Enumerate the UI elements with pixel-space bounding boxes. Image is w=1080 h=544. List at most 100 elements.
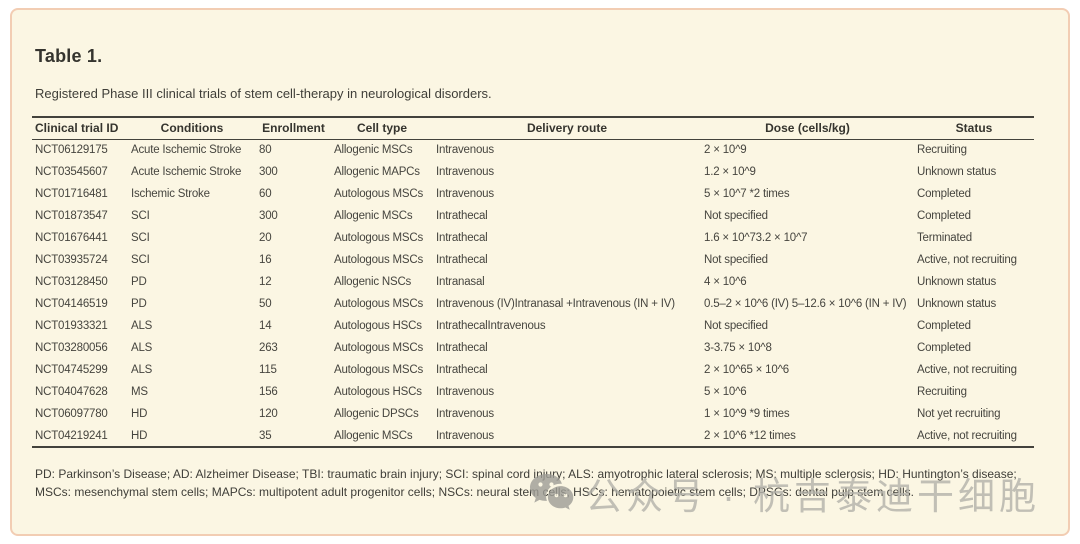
- cell-dose-cells-kg-: 1.2 × 10^9: [704, 166, 756, 178]
- column-header-cell-type: Cell type: [356, 121, 407, 136]
- cell-conditions: MS: [131, 386, 148, 398]
- table-row: NCT06097780 HD 120 Allogenic DPSCs Intraveno…: [32, 403, 1034, 425]
- cell-dose-cells-kg-: 1 × 10^9 *9 times: [704, 408, 790, 420]
- cell-clinical-trial-id: NCT03280056: [35, 342, 108, 354]
- cell-clinical-trial-id: NCT04745299: [35, 364, 108, 376]
- column-header-dose-cells-kg-: Dose (cells/kg): [765, 121, 850, 136]
- cell-clinical-trial-id: NCT04219241: [35, 429, 108, 442]
- cell-delivery-route: Intrathecal: [436, 254, 488, 266]
- table-caption: Registered Phase III clinical trials of …: [35, 86, 492, 101]
- cell-clinical-trial-id: NCT04146519: [35, 298, 108, 310]
- cell-dose-cells-kg-: 5 × 10^6: [704, 386, 747, 398]
- cell-conditions: Acute Ischemic Stroke: [131, 144, 242, 157]
- cell-delivery-route: Intravenous: [436, 386, 494, 398]
- cell-clinical-trial-id: NCT06129175: [35, 144, 108, 157]
- cell-cell-type: Autologous MSCs: [334, 364, 424, 376]
- table-row: NCT03280056 ALS 263 Autologous MSCs Intrathe…: [32, 337, 1034, 359]
- cell-delivery-route: Intravenous: [436, 166, 494, 178]
- table-row: NCT01933321 ALS 14 Autologous HSCs Intrathec…: [32, 315, 1034, 337]
- table-header-row: Clinical trial ID Conditions Enrollment Cel…: [32, 117, 1034, 139]
- cell-enrollment: 300: [259, 166, 278, 178]
- cell-status: Unknown status: [917, 166, 997, 178]
- cell-conditions: PD: [131, 276, 147, 288]
- cell-status: Recruiting: [917, 144, 967, 157]
- cell-status: Active, not recruiting: [917, 254, 1017, 266]
- table-body: NCT06129175 Acute Ischemic Stroke 80 Alloge…: [32, 139, 1034, 447]
- cell-enrollment: 263: [259, 342, 278, 354]
- cell-clinical-trial-id: NCT03935724: [35, 254, 108, 266]
- column-header-clinical-trial-id: Clinical trial ID: [35, 121, 119, 136]
- cell-cell-type: Allogenic MSCs: [334, 210, 413, 222]
- cell-dose-cells-kg-: 4 × 10^6: [704, 276, 747, 288]
- cell-status: Completed: [917, 210, 971, 222]
- cell-conditions: SCI: [131, 254, 150, 266]
- cell-dose-cells-kg-: Not specified: [704, 254, 768, 266]
- cell-dose-cells-kg-: 3-3.75 × 10^8: [704, 342, 772, 354]
- table-row: NCT04219241 HD 35 Allogenic MSCs Intravenous…: [32, 425, 1034, 447]
- cell-clinical-trial-id: NCT01676441: [35, 232, 108, 244]
- cell-status: Completed: [917, 342, 971, 354]
- cell-conditions: Ischemic Stroke: [131, 188, 210, 200]
- cell-clinical-trial-id: NCT01716481: [35, 188, 108, 200]
- cell-enrollment: 12: [259, 276, 272, 288]
- cell-dose-cells-kg-: 1.6 × 10^73.2 × 10^7: [704, 232, 808, 244]
- cell-status: Active, not recruiting: [917, 429, 1017, 442]
- cell-dose-cells-kg-: 2 × 10^9: [704, 144, 747, 157]
- cell-dose-cells-kg-: 0.5–2 × 10^6 (IV) 5–12.6 × 10^6 (IN + IV…: [704, 298, 907, 310]
- column-header-conditions: Conditions: [160, 121, 224, 136]
- cell-delivery-route: Intravenous: [436, 188, 494, 200]
- cell-clinical-trial-id: NCT01873547: [35, 210, 108, 222]
- table-row: NCT03545607 Acute Ischemic Stroke 300 Allog…: [32, 161, 1034, 183]
- cell-conditions: PD: [131, 298, 147, 310]
- cell-cell-type: Allogenic DPSCs: [334, 408, 419, 420]
- table-row: NCT01873547 SCI 300 Allogenic MSCs Intrathec…: [32, 205, 1034, 227]
- cell-enrollment: 50: [259, 298, 272, 310]
- cell-delivery-route: Intravenous: [436, 429, 494, 442]
- cell-conditions: ALS: [131, 320, 153, 332]
- table-row: NCT01676441 SCI 20 Autologous MSCs Intrathec…: [32, 227, 1034, 249]
- cell-enrollment: 60: [259, 188, 272, 200]
- cell-cell-type: Autologous MSCs: [334, 254, 424, 266]
- cell-status: Not yet recruiting: [917, 408, 1001, 420]
- cell-clinical-trial-id: NCT01933321: [35, 320, 108, 332]
- cell-dose-cells-kg-: 2 × 10^6 *12 times: [704, 429, 796, 442]
- cell-cell-type: Autologous HSCs: [334, 386, 422, 398]
- cell-cell-type: Autologous MSCs: [334, 342, 424, 354]
- cell-status: Active, not recruiting: [917, 364, 1017, 376]
- cell-delivery-route: Intrathecal: [436, 364, 488, 376]
- cell-delivery-route: Intravenous (IV)Intranasal +Intravenous …: [436, 298, 675, 310]
- cell-delivery-route: IntrathecalIntravenous: [436, 320, 546, 332]
- cell-status: Unknown status: [917, 298, 997, 310]
- cell-enrollment: 115: [259, 364, 277, 376]
- table-row: NCT03935724 SCI 16 Autologous MSCs Intrathec…: [32, 249, 1034, 271]
- cell-delivery-route: Intravenous: [436, 408, 494, 420]
- table-footnote: PD: Parkinson’s Disease; AD: Alzheimer D…: [35, 467, 1017, 499]
- cell-clinical-trial-id: NCT04047628: [35, 386, 108, 398]
- table-row: NCT04146519 PD 50 Autologous MSCs Intravenou…: [32, 293, 1034, 315]
- cell-cell-type: Allogenic MSCs: [334, 144, 413, 157]
- cell-delivery-route: Intrathecal: [436, 210, 488, 222]
- column-header-delivery-route: Delivery route: [526, 121, 608, 136]
- column-header-enrollment: Enrollment: [262, 121, 325, 136]
- cell-enrollment: 20: [259, 232, 272, 244]
- table-row: NCT01716481 Ischemic Stroke 60 Autologous M…: [32, 183, 1034, 205]
- table-row: NCT04047628 MS 156 Autologous HSCs Intraveno…: [32, 381, 1034, 403]
- table-row: NCT03128450 PD 12 Allogenic NSCs Intranasal 4…: [32, 271, 1034, 293]
- cell-dose-cells-kg-: 2 × 10^65 × 10^6: [704, 364, 789, 376]
- cell-enrollment: 14: [259, 320, 272, 332]
- cell-delivery-route: Intrathecal: [436, 232, 488, 244]
- table-row: NCT06129175 Acute Ischemic Stroke 80 Alloge…: [32, 139, 1034, 161]
- cell-clinical-trial-id: NCT03128450: [35, 276, 108, 288]
- cell-cell-type: Autologous MSCs: [334, 188, 424, 200]
- cell-enrollment: 35: [259, 429, 272, 442]
- cell-conditions: ALS: [131, 364, 153, 376]
- cell-dose-cells-kg-: 5 × 10^7 *2 times: [704, 188, 790, 200]
- cell-conditions: Acute Ischemic Stroke: [131, 166, 242, 178]
- paper-table-card: Table 1. Registered Phase III clinical t…: [10, 8, 1070, 536]
- table-row: NCT04745299 ALS 115 Autologous MSCs Intrathe…: [32, 359, 1034, 381]
- clinical-trials-table: Clinical trial ID Conditions Enrollment Cel…: [32, 116, 1034, 448]
- column-header-status: Status: [955, 121, 993, 136]
- cell-enrollment: 120: [259, 408, 278, 420]
- cell-dose-cells-kg-: Not specified: [704, 320, 768, 332]
- cell-cell-type: Allogenic MSCs: [334, 429, 413, 442]
